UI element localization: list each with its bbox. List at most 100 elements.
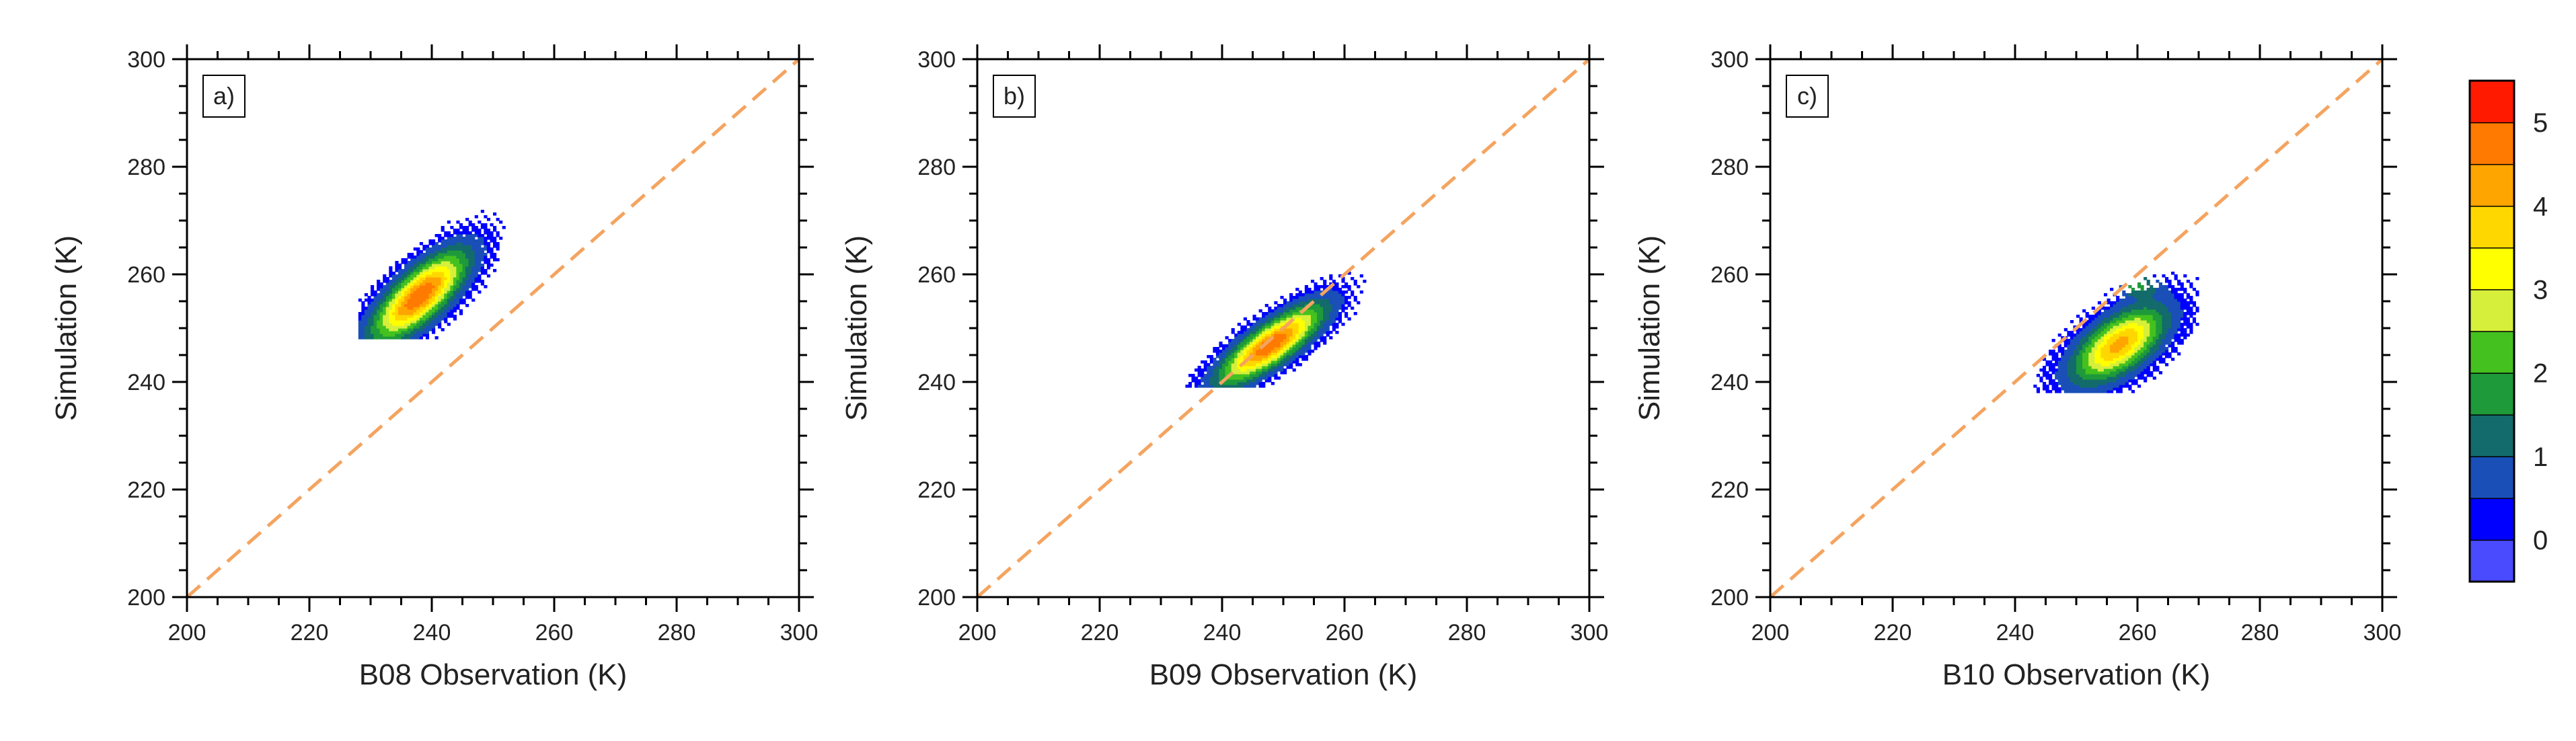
density-cell: [2100, 323, 2105, 326]
density-cell: [428, 317, 432, 321]
density-cell: [1283, 360, 1287, 364]
density-cell: [478, 274, 482, 278]
density-cell: [453, 229, 457, 232]
density-cell: [1317, 336, 1321, 340]
density-cell: [2085, 377, 2089, 380]
density-cell: [2085, 371, 2089, 375]
density-cell: [2051, 363, 2055, 366]
density-cell: [407, 331, 411, 334]
density-cell: [2186, 309, 2190, 313]
density-cell: [1298, 328, 1302, 332]
density-cell: [2107, 379, 2111, 383]
density-cell: [474, 239, 478, 243]
density-cell: [2091, 374, 2095, 377]
density-cell: [416, 247, 420, 251]
density-cell: [1249, 360, 1254, 364]
density-cell: [1341, 301, 1345, 305]
density-cell: [1240, 352, 1244, 356]
density-cell: [2103, 339, 2108, 342]
density-cell: [2039, 368, 2043, 372]
density-cell: [2177, 296, 2181, 299]
density-cell: [486, 247, 491, 251]
density-cell: [419, 320, 423, 323]
density-cell: [2152, 317, 2156, 321]
density-cell: [2091, 342, 2095, 345]
density-cell: [2119, 390, 2123, 393]
colorbar-label: 4: [2533, 192, 2548, 221]
density-cell: [2134, 290, 2138, 294]
density-cell: [428, 264, 432, 267]
density-cell: [1317, 320, 1321, 323]
density-cell: [465, 245, 469, 248]
density-cell: [425, 280, 430, 283]
density-cell: [2091, 331, 2095, 334]
density-cell: [2146, 296, 2150, 299]
density-cell: [379, 325, 383, 329]
density-cell: [1341, 285, 1345, 288]
density-cell: [2097, 374, 2101, 377]
density-cell: [1228, 382, 1232, 385]
density-cell: [1228, 350, 1232, 353]
density-cell: [1353, 299, 1357, 302]
density-cell: [1292, 299, 1296, 302]
density-cell: [2088, 320, 2092, 323]
colorbar-swatch: [2469, 288, 2515, 332]
density-cell: [2085, 336, 2089, 340]
density-cell: [379, 320, 383, 323]
density-cell: [2079, 358, 2083, 361]
density-cell: [441, 309, 445, 313]
density-cell: [385, 301, 389, 305]
density-cell: [2128, 344, 2132, 348]
density-cell: [471, 285, 476, 288]
density-cell: [2049, 360, 2053, 364]
density-cell: [2125, 296, 2129, 299]
density-cell: [1274, 342, 1278, 345]
density-cell: [2174, 304, 2178, 307]
density-cell: [456, 229, 460, 232]
density-cell: [2076, 334, 2080, 337]
density-cell: [1277, 350, 1281, 353]
density-cell: [2079, 342, 2083, 345]
density-cell: [385, 317, 389, 321]
density-cell: [1262, 334, 1266, 337]
density-cell: [2125, 360, 2129, 364]
density-cell: [2156, 344, 2160, 348]
density-cell: [2164, 320, 2169, 323]
density-cell: [2150, 328, 2154, 332]
density-cell: [2091, 350, 2095, 353]
density-cell: [1289, 347, 1293, 350]
density-cell: [453, 272, 457, 275]
density-cell: [2122, 336, 2126, 340]
density-cell: [2063, 355, 2068, 358]
density-cell: [1219, 360, 1223, 364]
density-cell: [416, 304, 420, 307]
density-cell: [1234, 334, 1238, 337]
density-cell: [395, 328, 399, 332]
density-cell: [459, 299, 463, 302]
density-cell: [2137, 282, 2142, 286]
density-cell: [1215, 363, 1220, 366]
density-cell: [1195, 377, 1199, 380]
density-cell: [1249, 352, 1254, 356]
density-cell: [2152, 304, 2156, 307]
density-cell: [444, 269, 448, 272]
density-cell: [1243, 336, 1247, 340]
density-cell: [1274, 301, 1278, 305]
density-cell: [1262, 355, 1266, 358]
density-cell: [1249, 363, 1254, 366]
density-cell: [1268, 363, 1272, 366]
density-cell: [474, 253, 478, 256]
density-cell: [2125, 325, 2129, 329]
density-cell: [1301, 355, 1305, 358]
density-cell: [2055, 390, 2059, 393]
density-cell: [1298, 350, 1302, 353]
density-cell: [441, 285, 445, 288]
density-cell: [2094, 344, 2098, 348]
density-cell: [478, 256, 482, 259]
density-cell: [1268, 320, 1272, 323]
density-cell: [1225, 344, 1229, 348]
density-cell: [2073, 342, 2077, 345]
density-cell: [2156, 336, 2160, 340]
density-cell: [404, 336, 408, 340]
density-cell: [2152, 296, 2156, 299]
